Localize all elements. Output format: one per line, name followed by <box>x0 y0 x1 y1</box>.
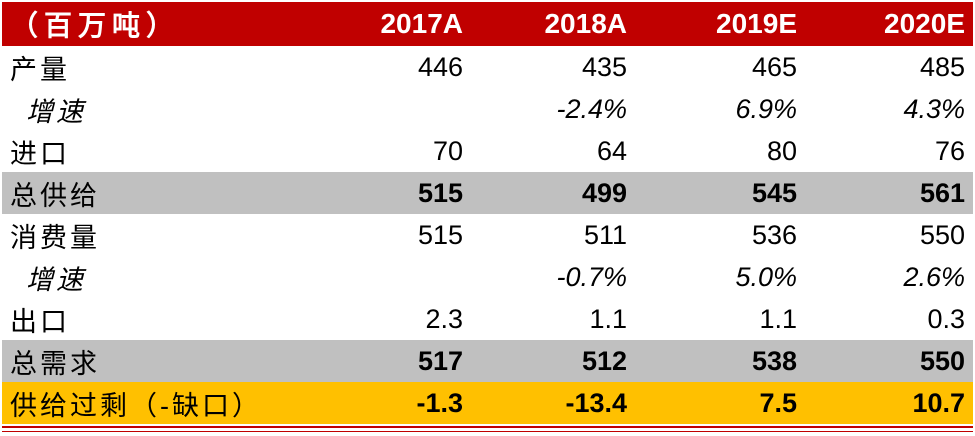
unit-label: （百万吨） <box>10 10 181 41</box>
table-cell: 446 <box>417 51 463 82</box>
table-row-total-supply: 总供给 515 499 545 561 <box>2 172 973 214</box>
table-cell: 10.7 <box>912 387 965 418</box>
bottom-rule-thin <box>2 431 973 432</box>
table-row-production: 产量 446 435 465 485 <box>2 46 973 88</box>
table-cell: 64 <box>596 135 627 166</box>
table-cell: 1.1 <box>589 303 627 334</box>
table-cell: 6.9% <box>735 93 797 124</box>
table-row-production-growth: 增速 -2.4% 6.9% 4.3% <box>2 88 973 130</box>
table-cell: 485 <box>919 51 965 82</box>
table-cell: 517 <box>417 345 463 376</box>
table-cell: 2.6% <box>903 261 965 292</box>
table-cell: 515 <box>417 177 463 208</box>
table-header-row: （百万吨） 2017A 2018A 2019E 2020E <box>2 2 973 46</box>
table-cell: 465 <box>751 51 797 82</box>
row-label: 供给过剩（-缺口） <box>10 390 262 421</box>
table-cell: 538 <box>751 345 797 376</box>
table-cell: 499 <box>581 177 627 208</box>
table-cell: 511 <box>583 219 627 250</box>
table-row-exports: 出口 2.3 1.1 1.1 0.3 <box>2 298 973 340</box>
table-cell: 5.0% <box>735 261 797 292</box>
table-cell: 512 <box>581 345 627 376</box>
table-cell: 70 <box>432 135 463 166</box>
table-cell: 76 <box>934 135 965 166</box>
table-row-consumption-growth: 增速 -0.7% 5.0% 2.6% <box>2 256 973 298</box>
row-label: 出口 <box>10 306 70 337</box>
table-cell: 561 <box>919 177 965 208</box>
table-row-imports: 进口 70 64 80 76 <box>2 130 973 172</box>
table-row-surplus-gap: 供给过剩（-缺口） -1.3 -13.4 7.5 10.7 <box>2 382 973 424</box>
supply-demand-table: （百万吨） 2017A 2018A 2019E 2020E 产量 446 435… <box>2 2 973 424</box>
table-cell: 550 <box>919 219 965 250</box>
table-cell <box>301 88 471 130</box>
column-header-2019e: 2019E <box>716 8 797 39</box>
row-label: 进口 <box>10 138 70 169</box>
table-cell: 515 <box>417 219 463 250</box>
row-label: 消费量 <box>10 222 100 253</box>
bottom-rule <box>2 426 973 428</box>
table-cell <box>301 256 471 298</box>
row-label: 总供给 <box>10 180 100 211</box>
table-cell: -0.7% <box>556 261 627 292</box>
table-cell: 536 <box>751 219 797 250</box>
table-cell: 80 <box>766 135 797 166</box>
table-cell: -13.4 <box>565 387 627 418</box>
table-cell: 2.3 <box>425 303 463 334</box>
table-cell: 7.5 <box>759 387 797 418</box>
column-header-2017a: 2017A <box>380 8 463 39</box>
table-cell: -2.4% <box>556 93 627 124</box>
row-label: 产量 <box>10 54 70 85</box>
table-cell: 550 <box>919 345 965 376</box>
table-cell: 435 <box>581 51 627 82</box>
row-label: 总需求 <box>10 348 100 379</box>
table-cell: -1.3 <box>416 387 463 418</box>
table-cell: 0.3 <box>927 303 965 334</box>
table-row-total-demand: 总需求 517 512 538 550 <box>2 340 973 382</box>
table-cell: 4.3% <box>903 93 965 124</box>
table-cell: 545 <box>751 177 797 208</box>
table-cell: 1.1 <box>759 303 797 334</box>
row-label: 增速 <box>26 96 86 127</box>
column-header-2020e: 2020E <box>884 8 965 39</box>
table-row-consumption: 消费量 515 511 536 550 <box>2 214 973 256</box>
row-label: 增速 <box>26 264 86 295</box>
column-header-2018a: 2018A <box>544 8 627 39</box>
